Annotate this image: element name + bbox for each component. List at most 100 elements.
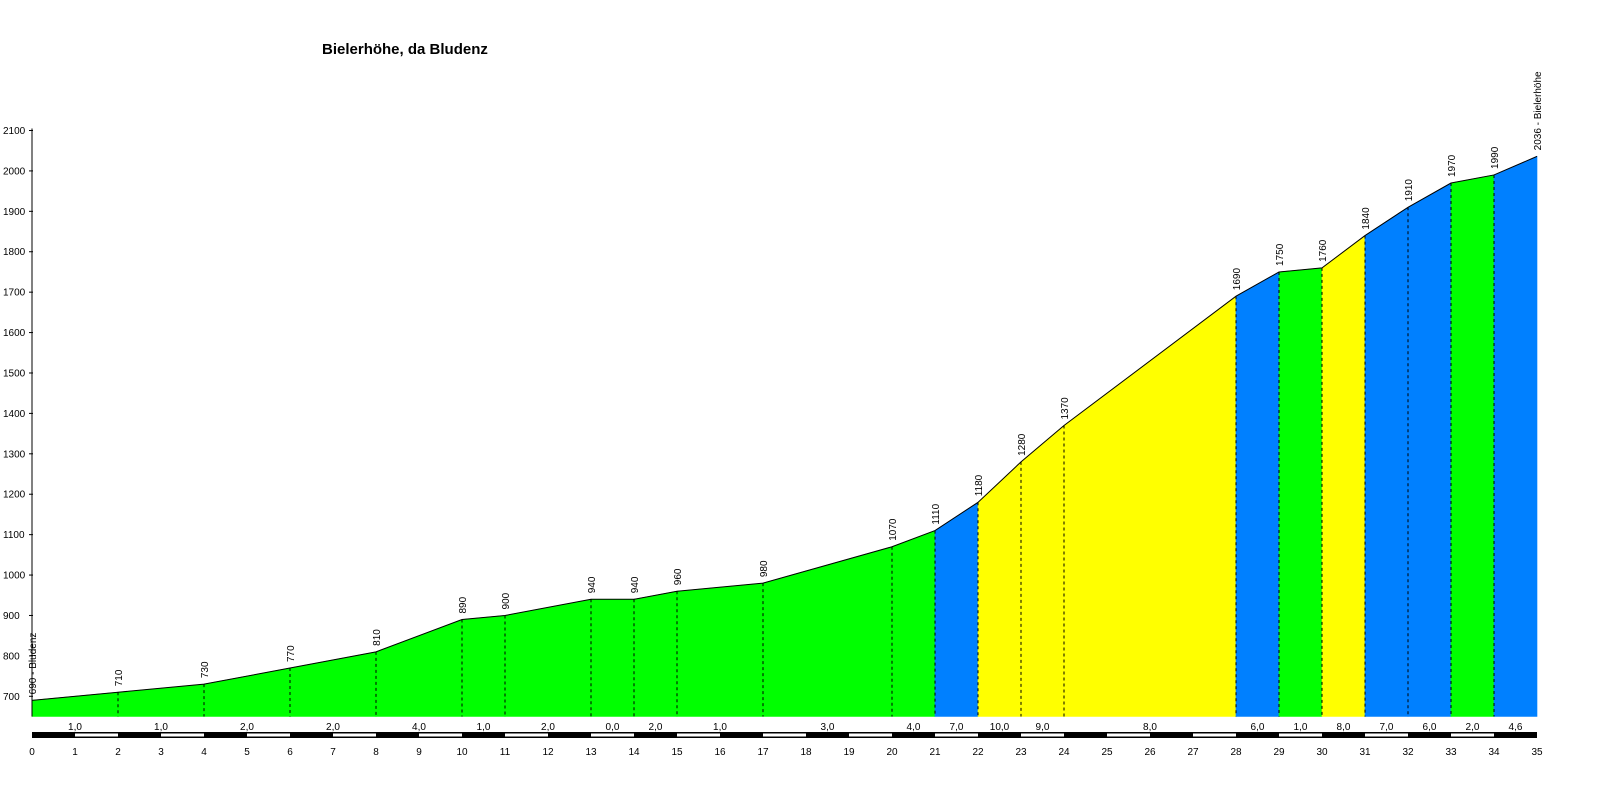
segment-fill bbox=[461, 615, 506, 717]
chart-title: Bielerhöhe, da Bludenz bbox=[322, 41, 488, 58]
gradient-label: 1,0 bbox=[477, 722, 491, 733]
band-block bbox=[247, 733, 290, 737]
x-tick-label: 21 bbox=[929, 747, 941, 758]
x-tick-label: 1 bbox=[72, 747, 78, 758]
x-tick-label: 27 bbox=[1187, 747, 1199, 758]
x-tick-label: 8 bbox=[373, 747, 379, 758]
gradient-label: 1,0 bbox=[713, 722, 727, 733]
elevation-label: 1990 bbox=[1490, 146, 1501, 169]
band-block bbox=[677, 733, 720, 737]
segment-fill bbox=[676, 582, 764, 717]
band-block bbox=[376, 732, 419, 738]
profile-outline bbox=[31, 155, 1538, 701]
elevation-label: 690 - Bludenz bbox=[28, 633, 39, 695]
y-tick-label: 900 bbox=[3, 611, 20, 622]
band-block bbox=[419, 733, 462, 737]
band-block bbox=[505, 733, 548, 737]
x-tick-label: 35 bbox=[1531, 747, 1543, 758]
x-tick-label: 3 bbox=[158, 747, 164, 758]
gradient-label: 8,0 bbox=[1143, 722, 1157, 733]
elevation-label: 1750 bbox=[1275, 243, 1286, 266]
segment-fill bbox=[934, 501, 979, 717]
gradient-label: 2,0 bbox=[240, 722, 254, 733]
gradient-label: 4,0 bbox=[907, 722, 921, 733]
band-block bbox=[1107, 733, 1150, 737]
elevation-label: 960 bbox=[673, 568, 684, 585]
segment-fill bbox=[375, 619, 463, 717]
band-block bbox=[634, 732, 677, 738]
y-tick-label: 800 bbox=[3, 651, 20, 662]
x-tick-label: 11 bbox=[500, 747, 511, 758]
elevation-label: 2036 - Bielerhöhe bbox=[1533, 71, 1544, 150]
x-tick-label: 22 bbox=[972, 747, 984, 758]
gradient-label: 9,0 bbox=[1036, 722, 1050, 733]
profile-line bbox=[31, 155, 1538, 701]
gradient-label: 1,0 bbox=[154, 722, 168, 733]
x-tick-label: 7 bbox=[330, 747, 336, 758]
elevation-label: 1110 bbox=[931, 503, 942, 524]
gradient-label: 2,0 bbox=[541, 722, 555, 733]
segment-dividers bbox=[117, 174, 1495, 717]
x-tick-label: 28 bbox=[1230, 747, 1242, 758]
x-tick-label: 19 bbox=[843, 747, 855, 758]
gradient-label: 6,0 bbox=[1423, 722, 1437, 733]
y-tick-label: 1400 bbox=[3, 409, 26, 420]
segment-fill bbox=[1407, 182, 1452, 717]
segment-fill bbox=[977, 461, 1022, 717]
y-tick-label: 1700 bbox=[3, 288, 26, 299]
x-tick-label: 26 bbox=[1144, 747, 1156, 758]
segment-fill bbox=[1364, 206, 1409, 717]
band-block bbox=[1451, 733, 1494, 737]
gradient-label: 8,0 bbox=[1337, 722, 1351, 733]
y-tick-label: 1100 bbox=[3, 530, 25, 541]
band-block bbox=[978, 732, 1021, 738]
x-tick-label: 5 bbox=[244, 747, 250, 758]
band-block bbox=[1322, 732, 1365, 738]
elevation-label: 940 bbox=[630, 576, 641, 593]
x-tick-label: 9 bbox=[416, 747, 422, 758]
elevation-label: 1760 bbox=[1318, 239, 1329, 262]
band-block bbox=[849, 733, 892, 737]
band-block bbox=[892, 732, 935, 738]
band-block bbox=[1021, 733, 1064, 737]
band-block bbox=[1236, 732, 1279, 738]
gradient-label: 1,0 bbox=[1294, 722, 1308, 733]
segment-fill bbox=[1063, 295, 1237, 717]
x-tick-label: 2 bbox=[115, 747, 121, 758]
segment-fill bbox=[117, 683, 205, 717]
x-tick-label: 34 bbox=[1488, 747, 1500, 758]
x-tick-label: 24 bbox=[1058, 747, 1070, 758]
x-tick-label: 14 bbox=[628, 747, 640, 758]
gradient-label: 7,0 bbox=[950, 722, 964, 733]
gradient-labels: 1,0 1,0 2,0 2,0 4,0 1,0 2,0 0,0 2,0 1,0 3,0 4,0 7,0 1… bbox=[68, 722, 1523, 733]
y-tick-label: 1900 bbox=[3, 207, 26, 218]
band-block bbox=[290, 732, 333, 738]
elevation-label: 730 bbox=[200, 661, 211, 678]
elevation-label: 1970 bbox=[1447, 154, 1458, 177]
segment-fill bbox=[289, 651, 377, 717]
elevation-label: 770 bbox=[286, 645, 297, 662]
elevation-label: 810 bbox=[372, 629, 383, 646]
segment-fill bbox=[203, 667, 291, 717]
y-tick-label: 2000 bbox=[3, 166, 26, 177]
elevation-label: 1910 bbox=[1404, 179, 1415, 202]
band-block bbox=[591, 733, 634, 737]
x-tick-label: 15 bbox=[671, 747, 683, 758]
segment-fill bbox=[1493, 155, 1538, 717]
x-tick-label: 29 bbox=[1273, 747, 1285, 758]
band-block bbox=[1494, 732, 1537, 738]
x-tick-label: 16 bbox=[714, 747, 726, 758]
elevation-label: 1370 bbox=[1060, 397, 1071, 420]
band-block bbox=[1150, 732, 1193, 738]
elevation-label: 710 bbox=[114, 669, 125, 686]
segment-fill bbox=[1020, 424, 1065, 717]
segment-fill bbox=[504, 598, 592, 717]
gradient-label: 6,0 bbox=[1251, 722, 1265, 733]
y-tick-label: 1800 bbox=[3, 247, 26, 258]
elevation-label: 1690 bbox=[1232, 268, 1243, 291]
x-tick-label: 17 bbox=[757, 747, 769, 758]
band-block bbox=[32, 732, 75, 738]
segment-fill bbox=[1235, 271, 1280, 717]
band-block bbox=[806, 732, 849, 738]
